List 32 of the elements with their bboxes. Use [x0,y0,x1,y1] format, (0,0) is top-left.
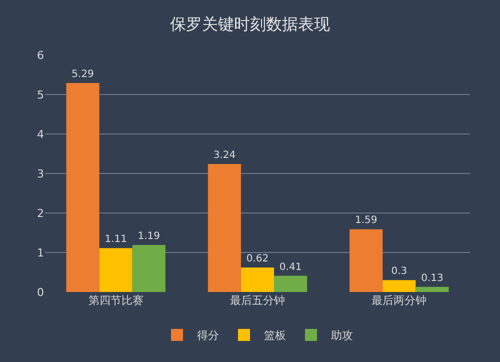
data-label: 0.62 [246,254,269,265]
bar [416,286,449,292]
y-tick-label: 1 [37,246,44,260]
data-label: 1.11 [104,234,127,246]
x-tick-label: 第四节比赛 [88,294,144,307]
y-tick-label: 3 [37,167,44,180]
bar [132,245,166,292]
legend-label: 得分 [197,329,219,342]
data-label: 0.3 [391,266,408,278]
data-label: 0.13 [421,272,444,284]
y-tick-label: 4 [37,128,44,141]
bar [350,229,383,292]
chart-title: 保罗关键时刻数据表现 [170,14,330,34]
x-tick-label: 最后五分钟 [230,294,285,307]
data-label: 1.59 [354,215,378,226]
y-tick-label: 6 [37,48,44,62]
bar [99,248,132,292]
data-label: 0.41 [279,262,302,273]
data-label: 1.19 [138,231,160,242]
bar [240,268,274,292]
legend-label: 篮板 [264,329,286,342]
bar [208,164,241,292]
data-label: 5.29 [72,69,94,80]
y-tick-label: 5 [37,88,44,102]
bar [382,280,416,292]
bar [66,83,100,292]
x-tick-label: 最后两分钟 [372,294,427,307]
y-tick-label: 2 [37,206,44,220]
legend-label: 助攻 [331,329,353,342]
bar [274,276,308,292]
y-tick-label: 0 [37,286,44,299]
data-label: 3.24 [213,150,236,162]
